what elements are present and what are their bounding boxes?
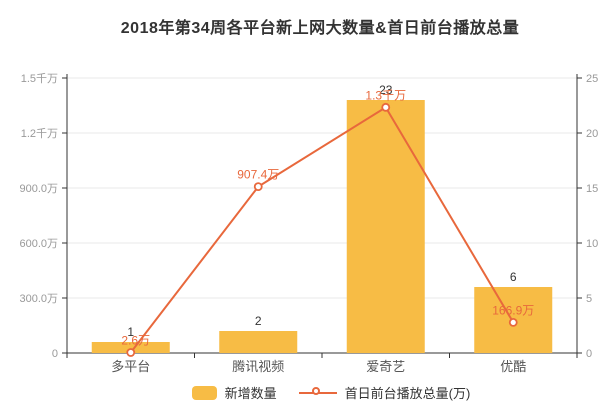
bar-多平台[interactable] [91, 342, 170, 353]
line-point-优酷[interactable] [508, 318, 518, 327]
right-axis-tick-label: 10 [586, 238, 598, 250]
line-series-path [129, 105, 515, 354]
x-axis-category-label: 爱奇艺 [366, 359, 405, 374]
right-axis-tick-label: 15 [586, 183, 598, 195]
bar-value-label: 23 [379, 83, 393, 97]
bar-value-label: 6 [510, 270, 517, 284]
left-axis-tick-label: 1.2千万 [21, 127, 58, 140]
line-point-腾讯视频[interactable] [253, 182, 263, 192]
bar-series-swatch-icon [191, 385, 217, 400]
legend-label-bar-series: 新增数量 [224, 386, 277, 401]
line-value-label: 907.4万 [237, 168, 279, 182]
bar-value-label: 2 [255, 314, 262, 328]
bar-value-label: 1 [127, 325, 134, 339]
x-axis-category-label: 腾讯视频 [232, 359, 284, 374]
line-value-label: 1.3千万 [365, 88, 406, 102]
chart-title: 2018年第34周各平台新上网大数量&首日前台播放总量 [120, 20, 520, 37]
chart-legend: 新增数量 首日前台播放总量(万) [0, 383, 607, 402]
line-value-label: 166.9万 [492, 303, 534, 317]
right-axis-tick-label: 25 [586, 73, 598, 85]
legend-label-line-series: 首日前台播放总量(万) [344, 386, 471, 401]
left-axis-tick-label: 900.0万 [19, 183, 58, 195]
x-axis-category-label: 优酷 [500, 359, 526, 374]
left-axis-tick-label: 1.5千万 [21, 72, 58, 85]
x-axis-category-label: 多平台 [111, 359, 150, 374]
bar-腾讯视频[interactable] [219, 331, 298, 353]
left-axis-tick-label: 0 [52, 348, 58, 360]
line-point-多平台[interactable] [126, 348, 136, 357]
legend-item-line-series[interactable]: 首日前台播放总量(万) [298, 383, 471, 402]
legend-item-bar-series[interactable]: 新增数量 [191, 383, 277, 402]
left-axis-tick-label: 600.0万 [19, 238, 58, 250]
left-axis-tick-label: 300.0万 [19, 293, 58, 305]
bar-爱奇艺[interactable] [346, 100, 425, 353]
line-value-label: 2.6万 [121, 334, 150, 348]
right-axis-tick-label: 5 [586, 293, 592, 305]
right-axis-tick-label: 0 [586, 348, 592, 360]
right-axis-tick-label: 20 [586, 128, 598, 140]
line-series-marker-icon [298, 386, 337, 400]
line-point-爱奇艺[interactable] [381, 102, 391, 112]
